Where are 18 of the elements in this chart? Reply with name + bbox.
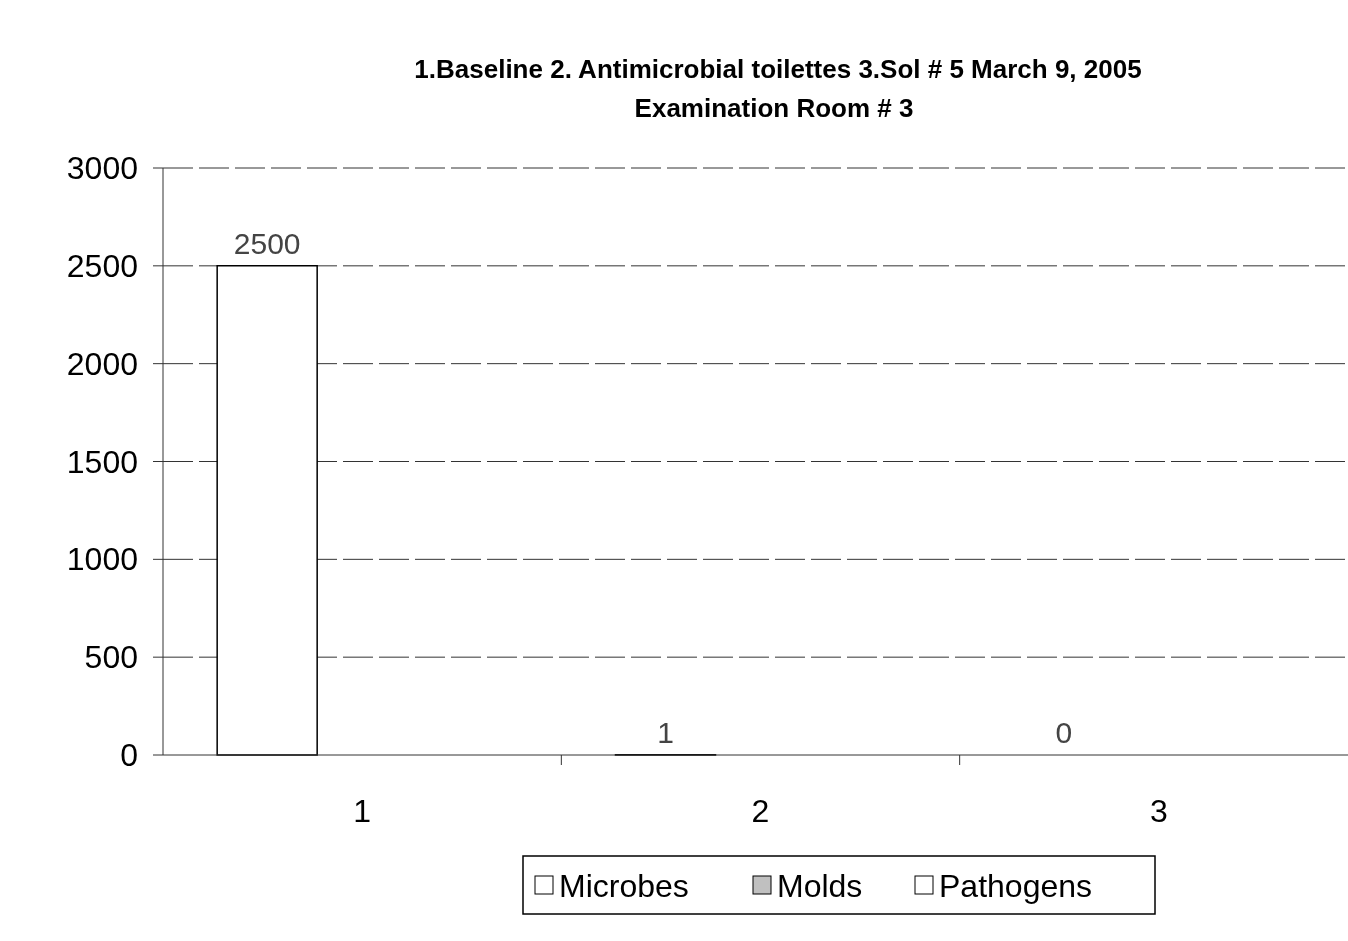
data-label: 0 bbox=[1055, 716, 1073, 749]
y-tick-label: 2000 bbox=[66, 345, 138, 382]
x-tick-label: 3 bbox=[1149, 793, 1168, 829]
x-tick-label: 2 bbox=[751, 793, 770, 829]
legend-label: Molds bbox=[777, 868, 863, 904]
y-tick-label: 1500 bbox=[66, 443, 138, 480]
y-tick-label: 500 bbox=[84, 639, 138, 676]
x-tick-label: 1 bbox=[353, 793, 372, 829]
data-label: 2500 bbox=[233, 226, 301, 260]
y-tick-label: 0 bbox=[120, 737, 138, 773]
legend-label: Pathogens bbox=[939, 868, 1093, 904]
chart-subtitle: Examination Room # 3 bbox=[634, 93, 914, 123]
chart-title: 1.Baseline 2. Antimicrobial toilettes 3.Sol # 5 March 9, 2005 bbox=[414, 54, 1142, 84]
legend-label: Microbes bbox=[559, 868, 689, 904]
y-tick-label: 3000 bbox=[66, 150, 138, 186]
data-label: 1 bbox=[657, 715, 674, 749]
y-tick-label: 2500 bbox=[66, 247, 138, 284]
y-tick-label: 1000 bbox=[66, 541, 138, 578]
